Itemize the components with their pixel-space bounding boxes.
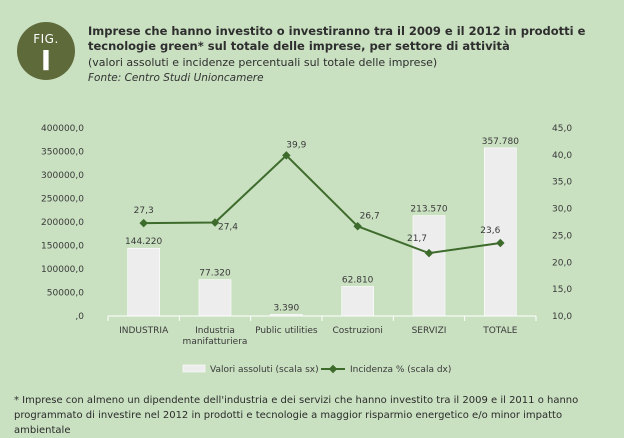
y-right-tick-label: 15,0: [552, 285, 572, 295]
line-point: [210, 218, 220, 227]
bar: [198, 279, 232, 317]
line-value-label: 27,4: [218, 223, 238, 233]
y-left-tick-label: 400000,0: [41, 124, 84, 134]
line-value-label: 26,7: [360, 211, 380, 221]
chart-subtitle: (valori assoluti e incidenze percentuali…: [88, 56, 438, 69]
line-value-label: 39,9: [286, 140, 306, 150]
x-tick-label: INDUSTRIA: [119, 326, 169, 336]
bar-value-label: 62.810: [342, 275, 374, 285]
line-point: [496, 238, 505, 248]
legend-line-marker: [328, 364, 338, 374]
y-left-tick-label: 250000,0: [41, 195, 84, 205]
legend-line-label: Incidenza % (scala dx): [350, 365, 451, 375]
y-right-tick-label: 30,0: [552, 205, 572, 215]
footnote: * Imprese con almeno un dipendente dell'…: [14, 395, 579, 436]
bar: [412, 215, 446, 317]
bar: [127, 247, 160, 317]
y-left-tick-label: 50000,0: [47, 289, 84, 299]
bar-value-label: 144.220: [125, 237, 162, 247]
x-tick-label: SERVIZI: [412, 326, 447, 336]
bar: [341, 286, 374, 317]
line-point: [282, 151, 291, 160]
y-left-tick-label: 300000,0: [41, 171, 84, 181]
y-right-tick-label: 20,0: [552, 258, 572, 268]
y-left-tick-label: 100000,0: [41, 265, 84, 275]
line-point: [424, 248, 434, 258]
incidence-line: [143, 154, 501, 255]
line-point: [139, 218, 148, 228]
x-tick-label: manifatturiera: [183, 337, 248, 347]
bar-value-label: 213.570: [410, 205, 447, 215]
y-right-tick-label: 45,0: [552, 124, 572, 134]
x-tick-label: Industria: [195, 326, 235, 336]
bar-value-label: 357.780: [482, 137, 519, 147]
line-value-label: 21,7: [407, 234, 427, 244]
legend-bar-swatch: [182, 364, 206, 373]
y-right-tick-label: 35,0: [552, 178, 572, 188]
x-tick-label: Public utilities: [255, 326, 318, 336]
y-right-tick-label: 10,0: [552, 312, 572, 322]
x-tick-label: TOTALE: [482, 326, 518, 336]
figure-label: FIG.: [33, 32, 59, 46]
combo-chart: ,0 50000,0 100000,0 150000,0 200000,0 250000,…: [41, 124, 572, 375]
y-right-tick-label: 40,0: [552, 151, 572, 161]
line-value-label: 27,3: [134, 206, 154, 216]
y-left-tick-label: 350000,0: [41, 148, 84, 158]
figure-number: I: [40, 44, 52, 77]
bar-value-label: 77.320: [199, 269, 231, 279]
line-value-label: 23,6: [480, 226, 500, 236]
y-left-tick-label: 200000,0: [41, 218, 84, 228]
chart-title: Imprese che hanno investito o investiran…: [88, 24, 586, 53]
figure-badge: FIG. I: [17, 22, 75, 80]
y-left-tick-label: ,0: [75, 312, 84, 322]
y-left-tick-label: 150000,0: [41, 242, 84, 252]
chart-source: Fonte: Centro Studi Unioncamere: [88, 72, 264, 84]
x-tick-label: Costruzioni: [332, 326, 382, 336]
legend-bar-label: Valori assoluti (scala sx): [210, 365, 319, 375]
bar-value-label: 3.390: [273, 303, 299, 313]
line-point: [353, 222, 362, 231]
y-right-tick-label: 25,0: [552, 231, 572, 241]
